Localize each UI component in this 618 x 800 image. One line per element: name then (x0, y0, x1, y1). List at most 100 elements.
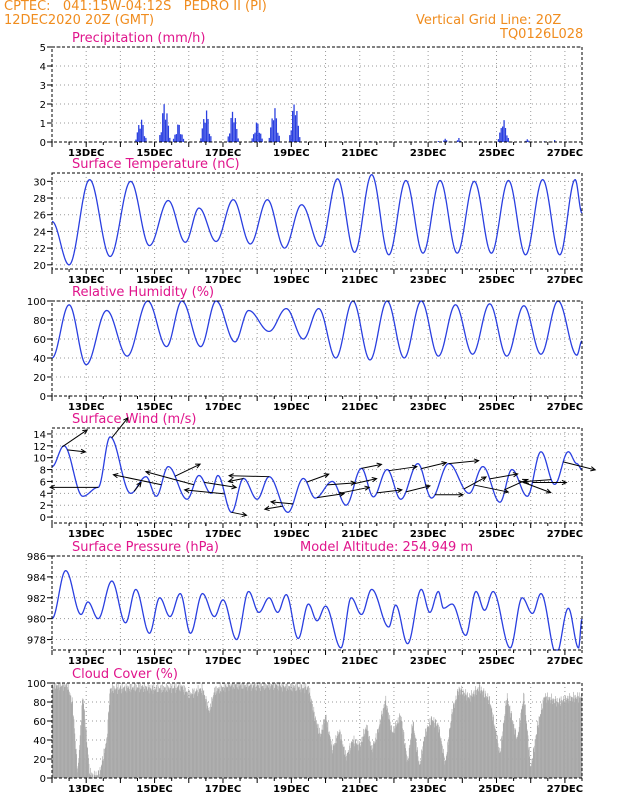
cloud-bar (240, 684, 241, 778)
cloud-bar (109, 693, 111, 778)
cloud-bar (191, 693, 193, 778)
precip-bar (293, 104, 295, 142)
wind-arrow (174, 463, 201, 477)
cloud-bar (396, 723, 398, 778)
cloud-bar (501, 735, 503, 778)
cloud-bar (183, 684, 185, 778)
rh-xtick-label: 23DEC (410, 402, 446, 413)
cloud-bar (555, 696, 556, 778)
cloud-bar (365, 728, 366, 778)
cloud-bar (387, 708, 388, 778)
cloud-bar (375, 733, 377, 778)
cloud-bar (347, 753, 349, 778)
precip-bar (296, 110, 298, 142)
wind-frame (51, 427, 583, 524)
cloud-bar (248, 687, 249, 778)
cloud-bar (356, 743, 357, 778)
cloud-bar (397, 717, 399, 778)
cloud-bar (307, 685, 309, 778)
cloud-bar (350, 747, 352, 778)
cloud-bar (252, 688, 254, 778)
cloud-bar (438, 729, 440, 778)
temp-xtick-label: 17DEC (205, 275, 241, 286)
cloud-bar (422, 746, 424, 778)
precip-bar (201, 128, 203, 142)
cloud-bar (253, 685, 255, 778)
cloud-bar (236, 683, 237, 778)
cloud-bar (240, 685, 242, 778)
cloud-bar (491, 712, 493, 778)
cloud-bar (379, 718, 381, 778)
pressure-subtitle: Model Altitude: 254.949 m (300, 540, 473, 555)
cloud-bar (465, 689, 467, 778)
cloud-bar (123, 687, 125, 778)
cloud-bar (360, 745, 361, 778)
cloud-bar (246, 686, 247, 778)
cloud-bar (562, 700, 563, 778)
cloud-bar (194, 694, 195, 778)
cloud-bar (241, 683, 243, 778)
cloud-bar (511, 713, 512, 778)
cloud-bar (581, 693, 582, 778)
cloud-bar (403, 729, 404, 778)
cloud-bar (455, 695, 457, 778)
cloud-bar (222, 686, 224, 778)
cloud-bar (142, 691, 144, 778)
cloud-bar (282, 684, 283, 778)
cloud-bar (235, 684, 236, 778)
cloud-bar (190, 695, 191, 778)
precip-bar (459, 140, 461, 142)
cloud-bar (441, 744, 443, 778)
wind-xtick-label: 27DEC (547, 529, 583, 540)
cloud-bar (187, 696, 188, 778)
cloud-bar (71, 703, 73, 778)
cloud-bar (215, 686, 217, 778)
header-code: TQ0126L028 (500, 27, 584, 42)
cloud-bar (63, 683, 65, 778)
cloud-bar (278, 686, 279, 778)
cloud-bar (357, 739, 359, 778)
cloud-bar (107, 719, 109, 778)
cloud-bar (228, 690, 230, 778)
cloud-bar (423, 740, 425, 778)
cloud-bar (90, 775, 92, 778)
cloud-bar (146, 686, 148, 778)
cloud-bar (113, 685, 115, 778)
cloud-bar (85, 726, 87, 778)
cloud-bar (186, 692, 188, 778)
precip-xtick-label: 17DEC (205, 148, 241, 159)
cloud-bar (525, 715, 527, 778)
cloud-bar (193, 688, 195, 778)
cloud-xtick-label: 21DEC (342, 784, 378, 795)
cloud-bar (430, 724, 432, 778)
cloud-bar (237, 683, 239, 778)
cloud-bar (319, 727, 320, 778)
precip-bar (233, 122, 235, 142)
cloud-bar (322, 729, 323, 778)
cloud-bar (362, 736, 363, 778)
cloud-bar (361, 737, 363, 778)
cloud-bar (175, 687, 176, 778)
cloud-ytick-label: 0 (40, 774, 46, 785)
cloud-bar (556, 701, 558, 778)
cloud-bar (192, 694, 194, 778)
cloud-bar (491, 707, 493, 778)
cloud-bar (396, 726, 397, 778)
rh-ytick-label: 100 (27, 297, 46, 308)
cloud-bar (115, 689, 117, 778)
cloud-bar (286, 688, 288, 778)
cloud-bar (66, 683, 67, 778)
cloud-xtick-label: 19DEC (273, 784, 309, 795)
precip-bar (270, 127, 272, 142)
cloud-bar (355, 739, 357, 778)
cloud-bar (456, 699, 457, 778)
cloud-bar (161, 684, 163, 778)
precip-bar (507, 137, 509, 142)
cloud-bar (547, 700, 549, 778)
cloud-bar (499, 752, 501, 778)
cloud-bar (478, 691, 480, 778)
cloud-bar (570, 697, 572, 778)
cloud-bar (315, 716, 316, 778)
cloud-bar (498, 748, 500, 778)
cloud-bar (332, 753, 334, 778)
